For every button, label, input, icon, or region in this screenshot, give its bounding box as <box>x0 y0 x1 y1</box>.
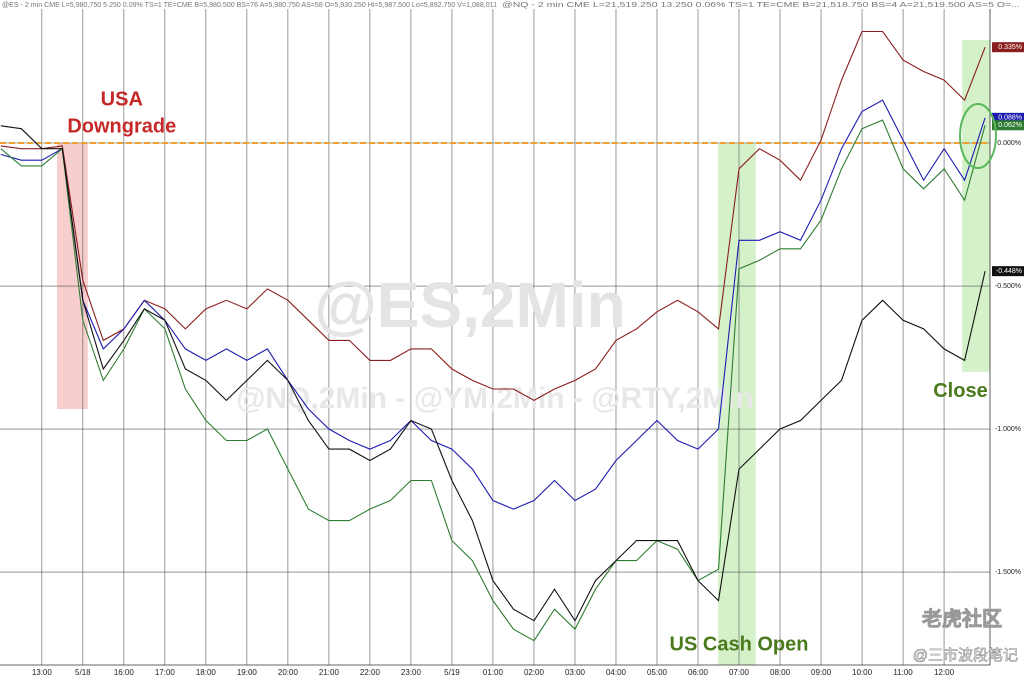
x-tick-label: 17:00 <box>155 668 176 677</box>
close-highlight <box>959 103 997 169</box>
value-label-box <box>992 112 1024 123</box>
x-tick-label: 23:00 <box>401 668 422 677</box>
x-tick-label: 04:00 <box>606 668 627 677</box>
x-tick-label: 11:00 <box>893 668 913 677</box>
value-label-text: 0.062% <box>998 122 1022 129</box>
watermark: @ES,2Min <box>314 269 625 341</box>
value-label: 0.062% <box>992 120 1024 131</box>
x-tick-label: 21:00 <box>319 668 340 677</box>
value-label-text: -0.448% <box>996 268 1022 275</box>
x-tick-label: 5/18 <box>75 668 91 677</box>
value-label-box <box>992 120 1024 131</box>
x-tick-label: 03:00 <box>565 668 586 677</box>
annotation: USA <box>101 88 143 110</box>
value-label: -0.448% <box>992 266 1024 277</box>
x-tick-label: 20:00 <box>278 668 299 677</box>
y-tick-label: -1.500% <box>995 569 1021 576</box>
x-tick-label: 22:00 <box>360 668 381 677</box>
y-tick-label: -1.000% <box>995 426 1021 433</box>
credit-author: @三市波段笔记 <box>913 647 1018 664</box>
value-label-text: 0.088% <box>998 115 1022 122</box>
x-tick-label: 09:00 <box>811 668 832 677</box>
x-tick-label: 02:00 <box>524 668 545 677</box>
header-bar <box>0 0 1024 9</box>
x-tick-label: 18:00 <box>196 668 217 677</box>
annotation: Close <box>933 380 987 402</box>
x-tick-label: 5/19 <box>444 668 460 677</box>
credit-logo: 老虎社区 <box>922 606 1002 630</box>
value-label-box <box>992 266 1024 277</box>
x-tick-label: 07:00 <box>729 668 750 677</box>
y-tick-label: -0.500% <box>995 283 1021 290</box>
y-tick-label: 0.000% <box>997 140 1021 147</box>
x-tick-label: 06:00 <box>688 668 709 677</box>
shaded-region <box>57 143 88 410</box>
x-tick-label: 19:00 <box>237 668 258 677</box>
watermark: @NQ,2Min - @YM,2Min - @RTY,2Min <box>236 382 754 415</box>
value-label-text: 0.335% <box>998 44 1022 51</box>
shaded-region <box>718 143 756 666</box>
annotation: Downgrade <box>67 116 176 138</box>
value-label: 0.335% <box>992 42 1024 53</box>
x-tick-label: 08:00 <box>770 668 791 677</box>
shaded-region <box>962 40 990 372</box>
x-tick-label: 05:00 <box>647 668 668 677</box>
x-tick-label: 12:00 <box>934 668 955 677</box>
value-label-box <box>992 42 1024 53</box>
x-tick-label: 16:00 <box>114 668 135 677</box>
series-line <box>0 119 986 642</box>
x-tick-label: 10:00 <box>852 668 873 677</box>
value-label: 0.088% <box>992 112 1024 123</box>
x-tick-label: 13:00 <box>32 668 53 677</box>
header-text: @ES - 2 min CME L=5,980.750 5.250 0.09% … <box>2 2 497 9</box>
series-line <box>0 125 986 622</box>
x-tick-label: 01:00 <box>483 668 504 677</box>
annotation: US Cash Open <box>670 633 809 655</box>
series-line <box>0 30 986 402</box>
header-text: @NQ - 2 min CME L=21,519.250 13.250 0.06… <box>502 2 1020 9</box>
